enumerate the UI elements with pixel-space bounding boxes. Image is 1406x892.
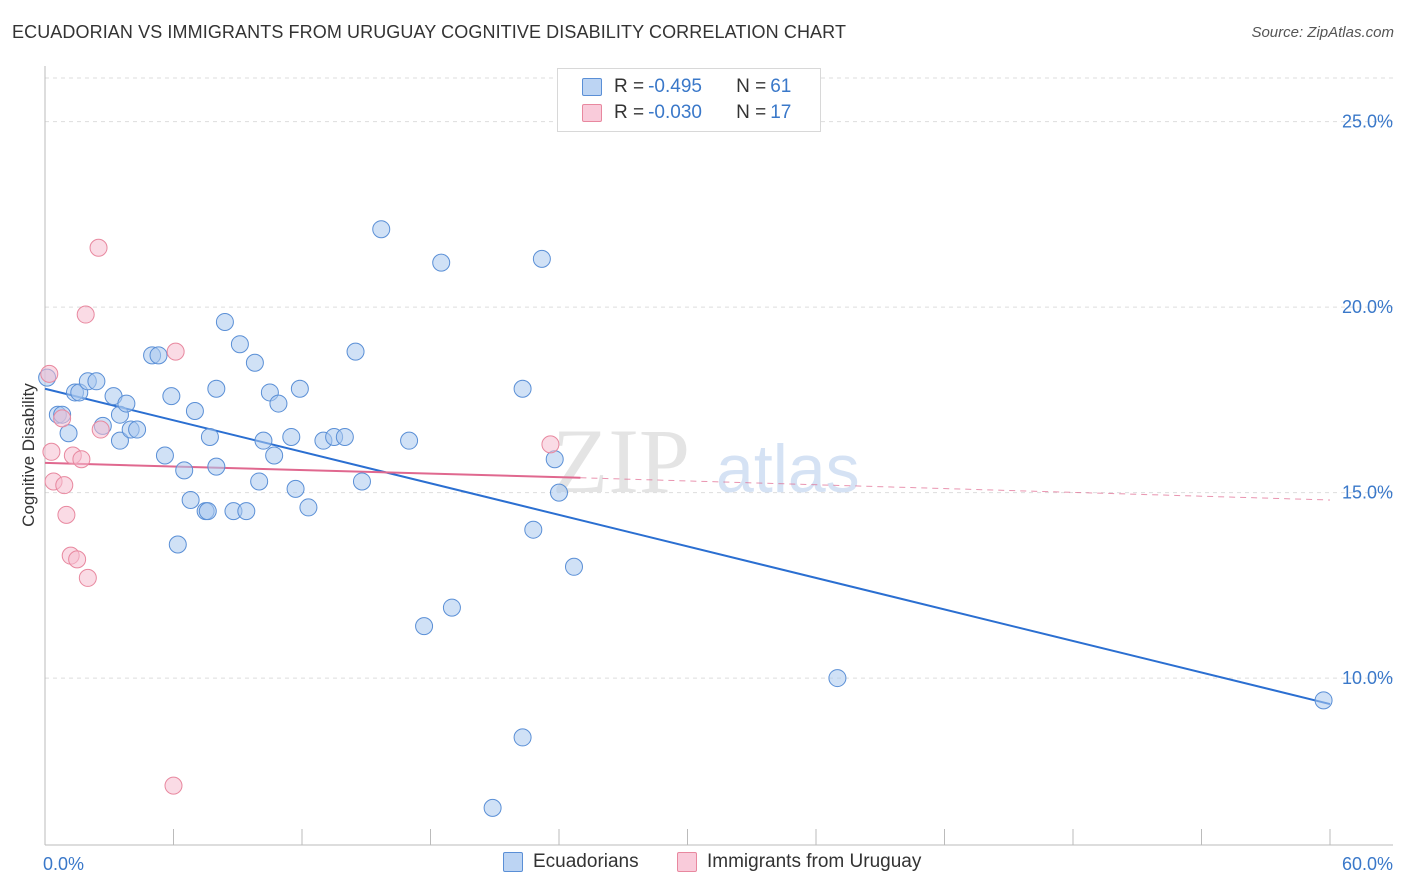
legend-n-label: N =	[736, 102, 767, 123]
point-uruguay	[72, 450, 91, 469]
point-ecuadorians	[372, 220, 391, 239]
point-ecuadorians	[207, 379, 226, 398]
point-ecuadorians	[282, 427, 301, 446]
x-tick-label: 60.0%	[1342, 854, 1393, 874]
legend-r-value: -0.030	[648, 102, 702, 123]
point-ecuadorians	[254, 431, 273, 450]
point-ecuadorians	[117, 394, 136, 413]
point-ecuadorians	[442, 598, 461, 617]
point-ecuadorians	[175, 461, 194, 480]
legend-row-ecuadorians: R = -0.495 N = 61	[582, 76, 791, 98]
trend-line-uruguay	[44, 461, 581, 479]
watermark-atlas: atlas	[716, 431, 860, 507]
point-ecuadorians	[110, 431, 129, 450]
point-ecuadorians	[828, 669, 847, 688]
point-uruguay	[164, 776, 183, 795]
legend-n-label: N =	[736, 76, 767, 97]
legend-swatch-blue	[582, 78, 602, 96]
point-uruguay	[91, 420, 110, 439]
point-ecuadorians	[290, 379, 309, 398]
point-uruguay	[541, 435, 560, 454]
point-ecuadorians	[286, 479, 305, 498]
trend-line-uruguay-extension	[580, 477, 1331, 501]
gridlines	[45, 77, 1393, 679]
legend-r-label: R =	[614, 76, 645, 97]
point-ecuadorians	[59, 424, 78, 443]
legend-swatch-pink	[582, 104, 602, 122]
legend-r-label: R =	[614, 102, 645, 123]
point-uruguay	[166, 342, 185, 361]
legend-row-uruguay: R = -0.030 N = 17	[582, 102, 791, 124]
legend-n-value: 61	[770, 76, 792, 97]
point-uruguay	[40, 364, 59, 383]
point-ecuadorians	[181, 491, 200, 510]
point-ecuadorians	[415, 617, 434, 636]
point-uruguay	[55, 476, 74, 495]
y-axis-label: Cognitive Disability	[19, 383, 38, 527]
point-ecuadorians	[265, 446, 284, 465]
y-tick-label: 20.0%	[1342, 297, 1393, 317]
source-label: Source: ZipAtlas.com	[1251, 24, 1394, 41]
x-tick-label: 0.0%	[43, 854, 84, 874]
y-tick-label: 25.0%	[1342, 112, 1393, 132]
point-ecuadorians	[230, 335, 249, 354]
y-tick-label: 15.0%	[1342, 483, 1393, 503]
point-ecuadorians	[128, 420, 147, 439]
point-ecuadorians	[432, 253, 451, 272]
point-ecuadorians	[532, 249, 551, 268]
legend-item-uruguay: Immigrants from Uruguay	[677, 851, 921, 873]
series-legend: Ecuadorians Immigrants from Uruguay	[0, 851, 1406, 877]
legend-r-value: -0.495	[648, 76, 702, 97]
point-uruguay	[68, 550, 87, 569]
point-ecuadorians	[185, 401, 204, 420]
legend-n-value: 17	[770, 102, 792, 123]
point-ecuadorians	[400, 431, 419, 450]
point-uruguay	[57, 505, 76, 524]
legend-swatch-blue	[503, 852, 523, 872]
point-ecuadorians	[245, 353, 264, 372]
legend-swatch-pink	[677, 852, 697, 872]
point-uruguay	[89, 238, 108, 257]
correlation-legend: R = -0.495 N = 61 R = -0.030 N = 17	[557, 68, 821, 132]
point-ecuadorians	[162, 387, 181, 406]
point-ecuadorians	[513, 728, 532, 747]
point-ecuadorians	[200, 427, 219, 446]
point-ecuadorians	[250, 472, 269, 491]
point-uruguay	[53, 409, 72, 428]
point-ecuadorians	[87, 372, 106, 391]
legend-label-ecuadorians: Ecuadorians	[533, 851, 639, 872]
point-ecuadorians	[550, 483, 568, 502]
chart-title: ECUADORIAN VS IMMIGRANTS FROM URUGUAY CO…	[12, 22, 847, 42]
y-tick-label: 10.0%	[1342, 668, 1393, 688]
point-ecuadorians	[1314, 691, 1333, 710]
point-ecuadorians	[524, 520, 543, 539]
tick-labels: 10.0% 15.0% 20.0% 25.0% 0.0% 60.0%	[43, 112, 1393, 874]
point-uruguay	[42, 442, 61, 461]
legend-item-ecuadorians: Ecuadorians	[503, 851, 639, 873]
legend-label-uruguay: Immigrants from Uruguay	[707, 851, 922, 872]
point-ecuadorians	[215, 312, 234, 331]
point-ecuadorians	[352, 472, 371, 491]
watermark-zip: ZIP	[552, 410, 690, 512]
point-ecuadorians	[237, 502, 256, 521]
point-ecuadorians	[483, 798, 502, 817]
point-ecuadorians	[335, 427, 354, 446]
point-ecuadorians	[168, 535, 187, 554]
point-ecuadorians	[155, 446, 174, 465]
point-ecuadorians	[207, 457, 226, 476]
point-uruguay	[78, 568, 97, 587]
point-ecuadorians	[346, 342, 365, 361]
point-ecuadorians	[269, 394, 288, 413]
point-ecuadorians	[564, 557, 583, 576]
point-ecuadorians	[299, 498, 318, 517]
point-ecuadorians	[545, 450, 564, 469]
point-ecuadorians	[513, 379, 532, 398]
point-ecuadorians	[149, 346, 168, 365]
point-ecuadorians	[198, 502, 217, 521]
point-uruguay	[76, 305, 95, 324]
data-points	[38, 220, 1333, 817]
